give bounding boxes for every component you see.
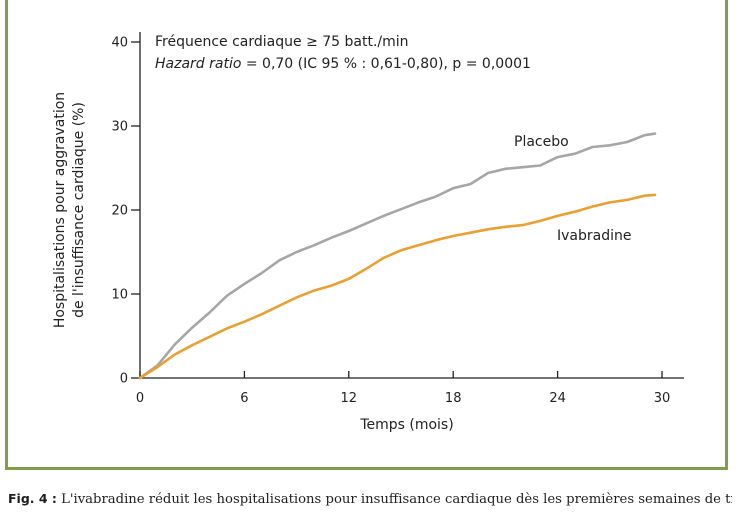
axes: [139, 32, 684, 379]
y-axis-label-line-2: de l'insuffisance cardiaque (%): [71, 102, 87, 318]
series-label-ivabradine: Ivabradine: [557, 228, 631, 244]
x-tick-label: 12: [341, 391, 358, 406]
annotation-hazard-ratio: Hazard ratio: [155, 56, 241, 72]
x-tick-label: 24: [549, 391, 566, 406]
caption-text: L'ivabradine réduit les hospitalisations…: [61, 492, 732, 507]
ticks: 0 6 12 18 24 30 0 10 20 30 40: [111, 36, 670, 407]
figure-caption: Fig. 4 : L'ivabradine réduit les hospita…: [8, 490, 732, 516]
annotation-line-1: Fréquence cardiaque ≥ 75 batt./min: [155, 34, 409, 50]
annotation-line-2: Hazard ratio = 0,70 (IC 95 % : 0,61-0,80…: [155, 56, 531, 72]
x-axis-label: Temps (mois): [359, 417, 453, 433]
caption-label: Fig. 4 :: [8, 491, 57, 506]
x-tick-label: 30: [654, 391, 671, 406]
y-tick-label: 40: [111, 36, 128, 51]
series-line-ivabradine: [138, 193, 657, 380]
series-group: [138, 132, 657, 380]
y-tick-label: 0: [120, 372, 128, 387]
annotation-stats: = 0,70 (IC 95 % : 0,61-0,80), p = 0,0001: [241, 56, 531, 72]
figure-frame: [5, 0, 728, 470]
y-tick-label: 10: [111, 288, 128, 303]
series-label-placebo: Placebo: [514, 134, 569, 150]
series-line-placebo: [138, 132, 657, 380]
line-chart: 0 6 12 18 24 30 0 10 20 30 40 Fréquence cardiaque …: [52, 32, 684, 433]
x-tick-label: 18: [445, 391, 462, 406]
x-tick-label: 0: [136, 391, 144, 406]
y-axis-label-line-1: Hospitalisations pour aggravation: [52, 92, 68, 328]
y-tick-label: 30: [111, 120, 128, 135]
x-tick-label: 6: [240, 391, 248, 406]
y-tick-label: 20: [111, 204, 128, 219]
